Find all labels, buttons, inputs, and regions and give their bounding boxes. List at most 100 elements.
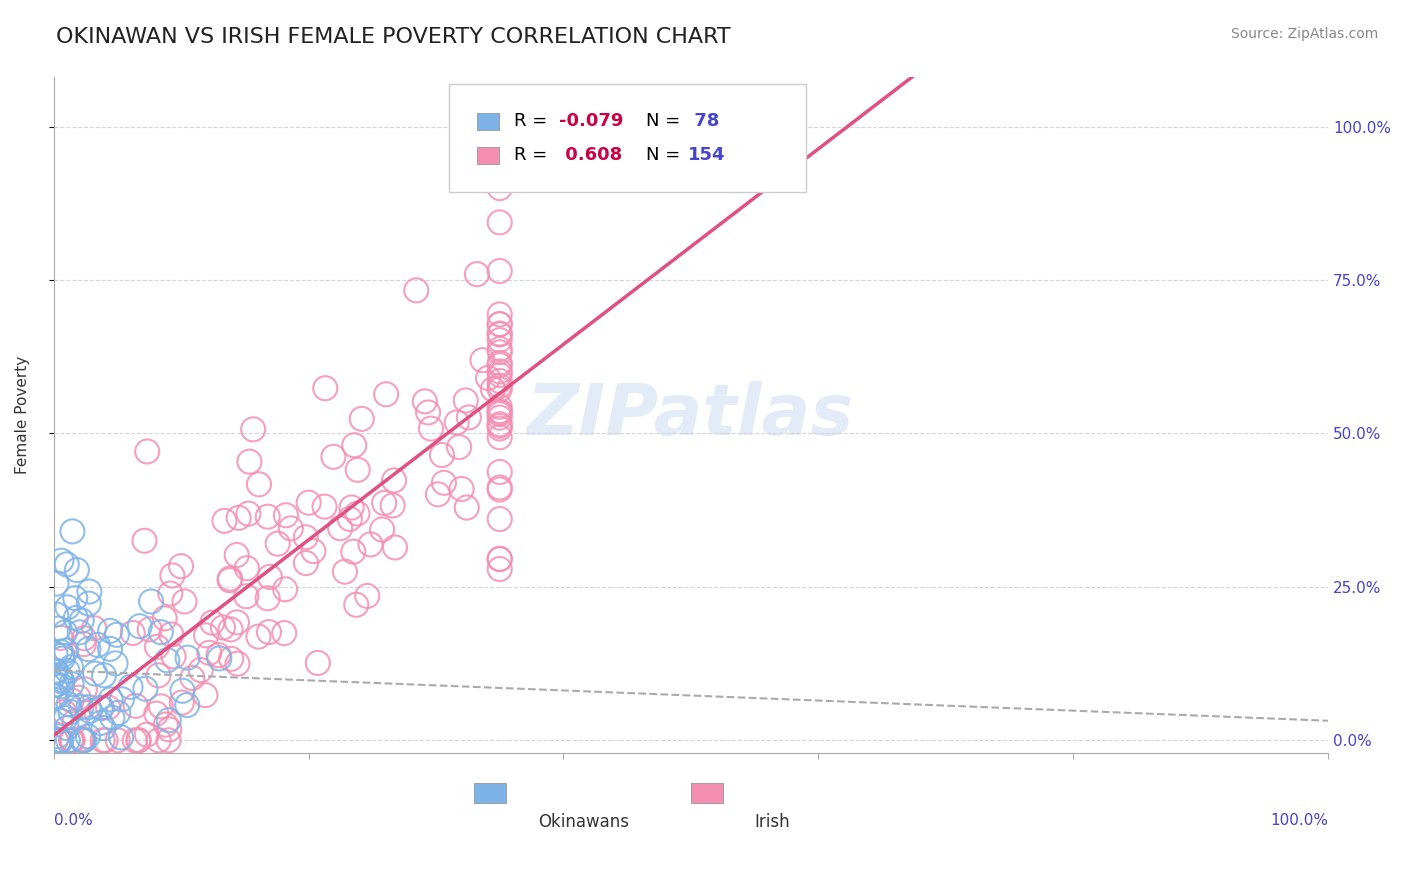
- Point: [172, 683, 194, 698]
- Point: [235, 589, 257, 603]
- Point: [488, 551, 510, 566]
- Point: [256, 591, 278, 606]
- Point: [477, 371, 499, 385]
- Point: [60, 733, 83, 747]
- Point: [55, 558, 77, 572]
- Point: [56, 664, 79, 678]
- Point: [105, 628, 128, 642]
- Point: [58, 698, 80, 712]
- Point: [488, 430, 510, 444]
- Point: [155, 717, 177, 731]
- Point: [160, 627, 183, 641]
- Point: [333, 565, 356, 579]
- Text: -0.079: -0.079: [560, 112, 623, 130]
- Point: [49, 714, 72, 728]
- Point: [488, 417, 510, 432]
- Text: N =: N =: [645, 112, 686, 130]
- Point: [73, 632, 96, 646]
- Point: [156, 653, 179, 667]
- Point: [482, 382, 505, 396]
- Point: [53, 705, 76, 719]
- Point: [198, 646, 221, 660]
- Point: [84, 666, 107, 681]
- Point: [413, 394, 436, 409]
- Point: [314, 500, 336, 514]
- FancyBboxPatch shape: [477, 113, 499, 129]
- Point: [488, 400, 510, 414]
- Point: [77, 597, 100, 611]
- Point: [91, 733, 114, 747]
- Point: [488, 307, 510, 321]
- Point: [70, 733, 93, 747]
- Point: [207, 648, 229, 662]
- Point: [322, 450, 344, 464]
- Point: [212, 620, 235, 634]
- Point: [342, 544, 364, 558]
- Point: [157, 713, 180, 727]
- Point: [381, 499, 404, 513]
- Point: [73, 682, 96, 697]
- Point: [63, 714, 86, 729]
- Point: [373, 496, 395, 510]
- Point: [307, 656, 329, 670]
- Point: [49, 670, 72, 684]
- Point: [259, 570, 281, 584]
- Point: [426, 487, 449, 501]
- Point: [153, 611, 176, 625]
- Point: [194, 688, 217, 702]
- Point: [90, 700, 112, 714]
- Point: [236, 561, 259, 575]
- Text: Irish: Irish: [755, 814, 790, 831]
- Point: [416, 405, 439, 419]
- Point: [430, 448, 453, 462]
- Point: [280, 521, 302, 535]
- Point: [128, 619, 150, 633]
- Point: [450, 482, 472, 496]
- Point: [51, 674, 73, 689]
- Point: [454, 393, 477, 408]
- Point: [488, 317, 510, 331]
- Point: [65, 591, 87, 606]
- Point: [343, 438, 366, 452]
- FancyBboxPatch shape: [690, 783, 723, 803]
- Point: [382, 474, 405, 488]
- Point: [48, 733, 70, 747]
- Point: [208, 651, 231, 665]
- Text: 100.0%: 100.0%: [1270, 814, 1329, 829]
- Point: [465, 267, 488, 281]
- Point: [488, 181, 510, 195]
- FancyBboxPatch shape: [449, 84, 806, 192]
- Point: [228, 511, 250, 525]
- Point: [48, 733, 70, 747]
- Point: [146, 640, 169, 654]
- FancyBboxPatch shape: [477, 146, 499, 163]
- FancyBboxPatch shape: [474, 783, 506, 803]
- Point: [60, 693, 83, 707]
- Point: [356, 589, 378, 603]
- Point: [90, 701, 112, 715]
- Point: [148, 733, 170, 747]
- Point: [46, 729, 69, 743]
- Point: [134, 533, 156, 548]
- Point: [162, 568, 184, 582]
- Point: [94, 733, 117, 747]
- Point: [238, 507, 260, 521]
- Point: [488, 465, 510, 479]
- Point: [149, 699, 172, 714]
- Point: [124, 698, 146, 713]
- Point: [257, 625, 280, 640]
- Point: [45, 690, 67, 704]
- Point: [359, 537, 381, 551]
- Point: [69, 625, 91, 640]
- Point: [295, 556, 318, 570]
- Point: [59, 705, 82, 719]
- Point: [488, 383, 510, 397]
- Point: [65, 611, 87, 625]
- Point: [90, 715, 112, 730]
- Point: [127, 733, 149, 747]
- Point: [329, 521, 352, 535]
- Point: [62, 733, 84, 747]
- Point: [45, 607, 67, 622]
- Point: [219, 652, 242, 666]
- Point: [149, 625, 172, 640]
